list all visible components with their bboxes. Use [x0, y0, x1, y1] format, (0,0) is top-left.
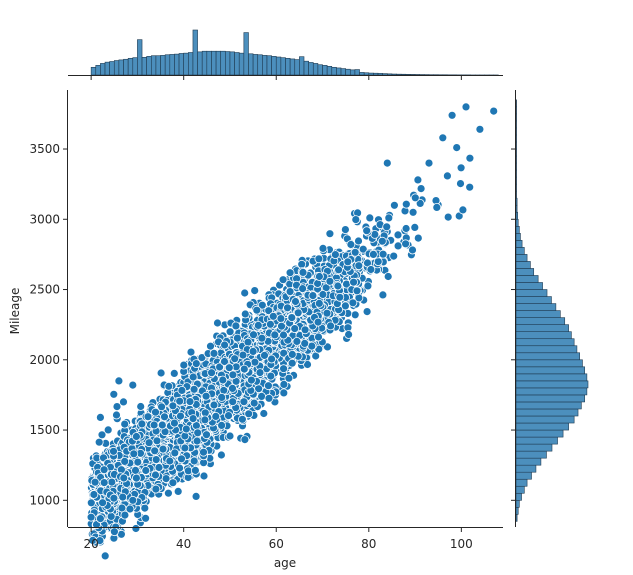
scatter-point — [156, 368, 166, 378]
scatter-point — [413, 175, 423, 185]
scatter-point — [240, 288, 250, 298]
scatter-point — [297, 259, 307, 269]
scatter-point — [318, 243, 328, 253]
scatter-point — [284, 373, 294, 383]
scatter-point — [213, 318, 222, 328]
scatter-point — [416, 184, 426, 194]
scatter-point — [279, 388, 289, 398]
scatter-point — [279, 379, 289, 389]
scatter-point — [86, 498, 96, 508]
scatter-point — [191, 491, 201, 501]
scatter-point — [100, 551, 110, 561]
scatter-point — [432, 202, 442, 212]
scatter-point — [97, 430, 107, 440]
scatter-point — [325, 229, 335, 239]
scatter-point — [401, 199, 411, 209]
scatter-point — [314, 254, 324, 264]
scatter-point — [237, 414, 247, 424]
scatter-point — [354, 261, 364, 271]
scatter-point — [401, 224, 411, 233]
scatter-point — [442, 171, 452, 181]
scatter-point — [465, 182, 475, 192]
scatter-point — [131, 524, 141, 533]
scatter-point — [169, 368, 179, 378]
scatter-point — [112, 402, 122, 412]
scatter-point — [303, 360, 312, 369]
scatter-point — [351, 215, 361, 225]
scatter-point — [365, 213, 375, 223]
scatter-point — [94, 437, 104, 447]
scatter-point — [189, 456, 199, 466]
scatter-point — [413, 233, 423, 243]
scatter-point — [163, 488, 173, 498]
scatter-point — [362, 226, 372, 236]
scatter-point — [456, 179, 465, 189]
scatter-point — [456, 163, 466, 173]
scatter-point — [199, 471, 209, 481]
scatter-point — [393, 241, 403, 251]
scatter-point — [362, 307, 372, 317]
scatter-point — [354, 236, 363, 246]
scatter-point — [410, 222, 420, 232]
scatter-point — [95, 536, 105, 545]
scatter-point — [350, 310, 360, 320]
scatter-point — [225, 431, 235, 441]
scatter-point — [141, 513, 151, 523]
scatter-point — [173, 486, 183, 496]
scatter-point — [140, 503, 150, 513]
scatter-point — [240, 435, 250, 445]
scatter-point — [458, 205, 468, 215]
scatter-point — [378, 290, 388, 300]
scatter-point — [346, 240, 356, 249]
scatter-points — [86, 102, 499, 561]
scatter-point — [103, 425, 113, 435]
scatter-point — [363, 281, 373, 291]
scatter-point — [393, 230, 403, 240]
scatter-point — [225, 327, 235, 337]
scatter-point — [358, 244, 368, 254]
scatter-point — [206, 341, 215, 351]
scatter-point — [250, 286, 260, 296]
scatter-point — [216, 450, 226, 460]
